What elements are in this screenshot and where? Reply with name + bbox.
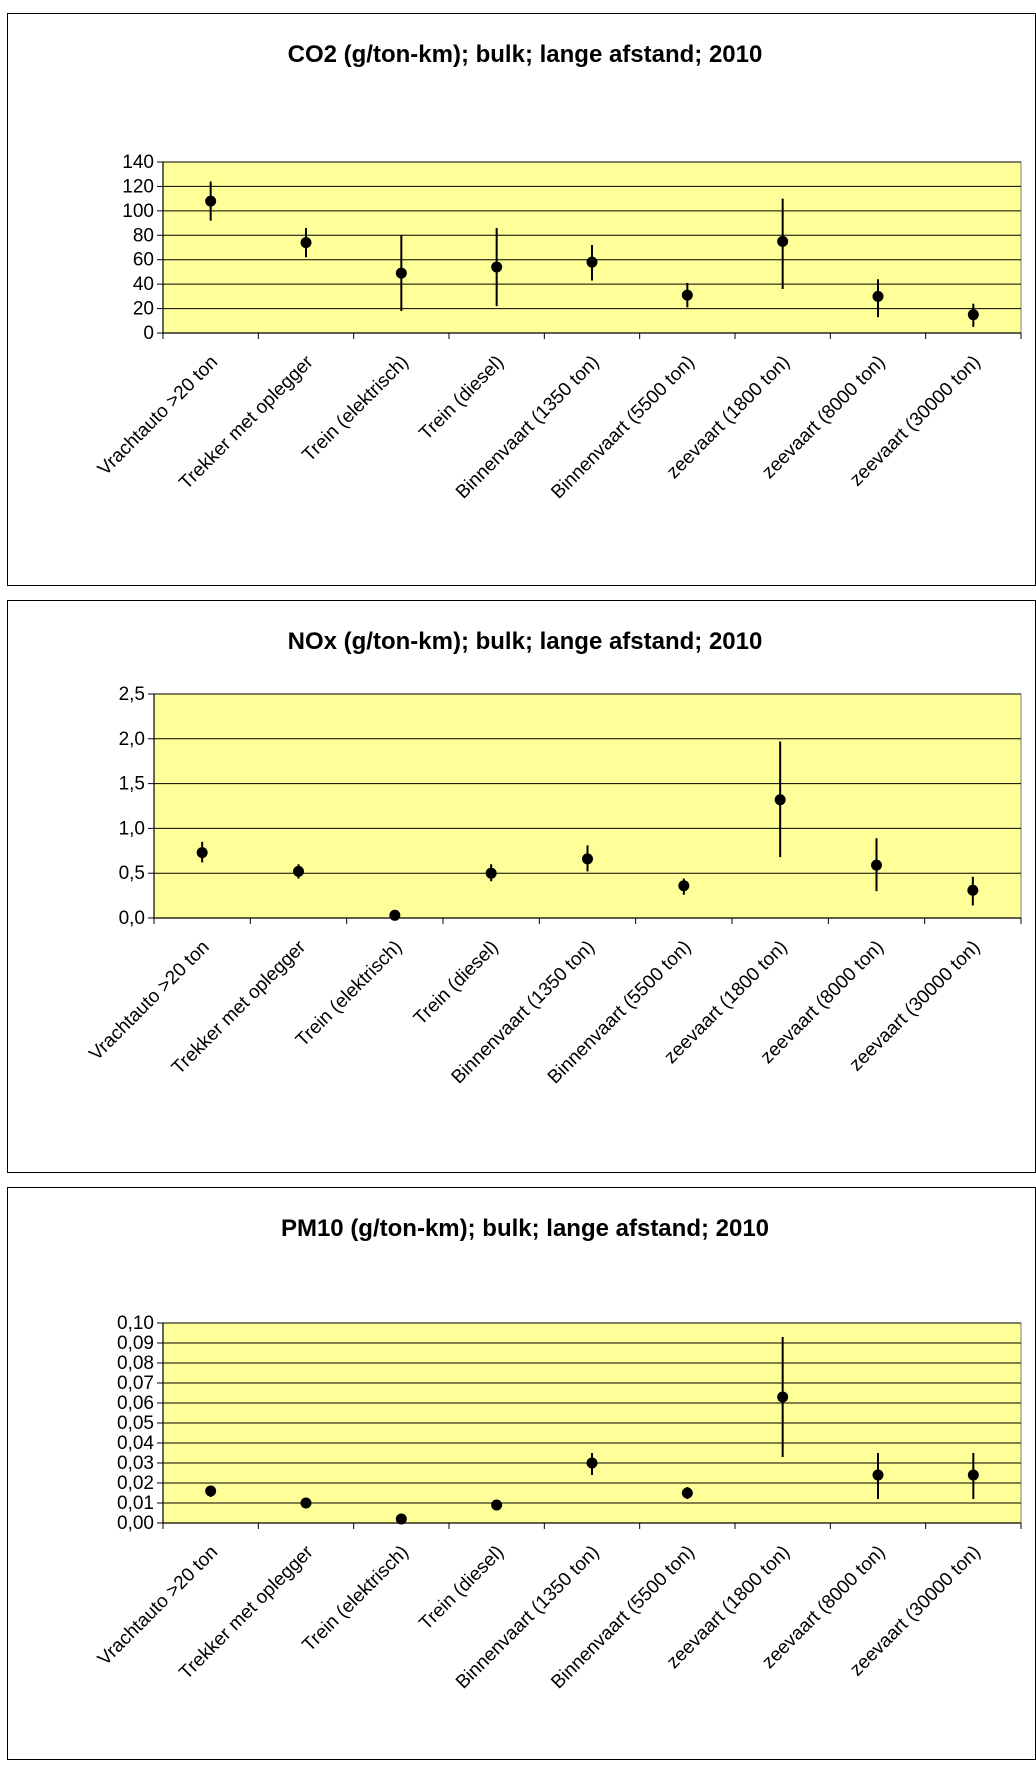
- y-tick-label: 1,5: [119, 774, 145, 795]
- y-tick-label: 0,0: [119, 908, 145, 929]
- y-tick-label: 0,03: [117, 1453, 154, 1474]
- y-tick-label: 0,08: [117, 1353, 154, 1374]
- data-point: [205, 195, 217, 207]
- data-point: [395, 267, 407, 279]
- data-point: [872, 1469, 884, 1481]
- y-tick-label: 100: [122, 201, 154, 222]
- data-point: [681, 289, 693, 301]
- y-tick-label: 0,05: [117, 1413, 154, 1434]
- data-point: [871, 859, 882, 871]
- data-point: [586, 1457, 598, 1469]
- data-point: [872, 290, 884, 302]
- y-tick-label: 20: [133, 299, 154, 320]
- y-tick-label: 0,5: [119, 863, 145, 884]
- data-point: [395, 1513, 407, 1525]
- y-tick-label: 0,06: [117, 1393, 154, 1414]
- plot-area: [153, 693, 1022, 919]
- chart-title: NOx (g/ton-km); bulk; lange afstand; 201…: [288, 628, 763, 655]
- y-tick-label: 0,04: [117, 1433, 154, 1454]
- y-tick-label: 0,02: [117, 1473, 154, 1494]
- pm10-chart: PM10 (g/ton-km); bulk; lange afstand; 20…: [94, 1215, 1022, 1693]
- x-category-label: Trein (elektrisch): [292, 937, 406, 1051]
- y-tick-label: 2,0: [119, 729, 145, 750]
- data-point: [777, 1391, 789, 1403]
- chart-title: PM10 (g/ton-km); bulk; lange afstand; 20…: [281, 1215, 769, 1242]
- data-point: [300, 237, 312, 249]
- data-point: [774, 794, 786, 806]
- y-tick-label: 0,07: [117, 1373, 154, 1394]
- data-point: [586, 256, 598, 268]
- data-point: [967, 884, 979, 896]
- y-tick-label: 80: [133, 225, 154, 246]
- x-category-label: Trein (elektrisch): [298, 352, 412, 466]
- x-category-label: Trein (diesel): [415, 1542, 508, 1635]
- co2-chart: CO2 (g/ton-km); bulk; lange afstand; 201…: [94, 41, 1022, 503]
- data-point: [491, 1499, 503, 1511]
- data-point: [967, 1469, 979, 1481]
- y-tick-label: 120: [122, 176, 154, 197]
- data-point: [681, 1487, 693, 1499]
- x-category-label: Trein (diesel): [415, 352, 508, 445]
- y-tick-label: 0,01: [117, 1493, 154, 1514]
- y-tick-label: 0: [143, 323, 154, 344]
- y-tick-label: 2,5: [119, 684, 145, 705]
- data-point: [300, 1497, 312, 1509]
- y-tick-label: 140: [122, 152, 154, 173]
- data-point: [205, 1485, 217, 1497]
- data-point: [485, 867, 497, 879]
- nox-chart: NOx (g/ton-km); bulk; lange afstand; 201…: [85, 628, 1022, 1088]
- data-point: [389, 909, 401, 921]
- data-point: [582, 853, 593, 865]
- chart-title: CO2 (g/ton-km); bulk; lange afstand; 201…: [288, 41, 763, 68]
- pm10-chart-panel: PM10 (g/ton-km); bulk; lange afstand; 20…: [7, 1187, 1036, 1760]
- data-point: [196, 847, 208, 859]
- data-point: [678, 880, 690, 892]
- nox-chart-panel: NOx (g/ton-km); bulk; lange afstand; 201…: [7, 600, 1036, 1173]
- data-point: [777, 235, 789, 247]
- data-point: [967, 309, 979, 321]
- y-tick-label: 60: [133, 250, 154, 271]
- y-tick-label: 40: [133, 274, 154, 295]
- y-tick-label: 0,10: [117, 1313, 154, 1334]
- data-point: [491, 261, 503, 273]
- data-point: [293, 865, 304, 877]
- co2-chart-panel: CO2 (g/ton-km); bulk; lange afstand; 201…: [7, 13, 1036, 586]
- x-category-label: Trein (diesel): [410, 937, 503, 1030]
- x-category-label: Trein (elektrisch): [298, 1542, 412, 1656]
- y-tick-label: 1,0: [119, 818, 145, 839]
- y-tick-label: 0,00: [117, 1513, 154, 1534]
- y-tick-label: 0,09: [117, 1333, 154, 1354]
